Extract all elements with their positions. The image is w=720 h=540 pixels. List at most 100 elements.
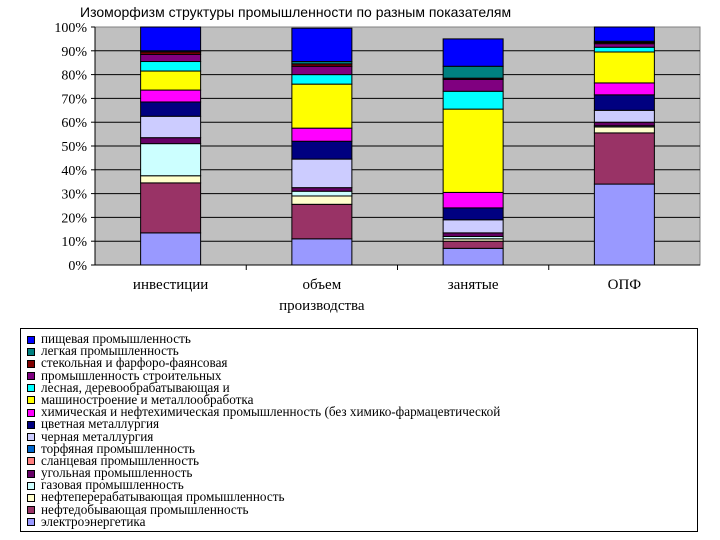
legend-label: лесная, деревообрабатывающая и — [41, 379, 230, 395]
bar-segment — [140, 26, 202, 52]
bar-segment — [140, 182, 202, 234]
legend-label: пищевая промышленность — [41, 331, 191, 346]
legend-item: лесная, деревообрабатывающая и — [27, 379, 500, 395]
bar-segment — [140, 53, 202, 63]
legend-item: промышленность строительных — [27, 368, 500, 382]
legend-swatch — [27, 359, 35, 368]
legend-swatch — [27, 335, 35, 344]
legend-label: черная металлургия — [41, 428, 154, 444]
legend-swatch — [27, 372, 35, 381]
bar-segment — [593, 51, 655, 84]
bar-segment — [442, 191, 504, 209]
bar-segment — [140, 115, 202, 139]
y-tick-label: 40% — [61, 164, 87, 179]
legend-item: электроэнергетика — [27, 513, 500, 529]
y-tick-label: 10% — [61, 235, 87, 250]
legend-label: легкая промышленность — [41, 343, 179, 359]
legend-label: стекольная и фарфоро-фаянсовая — [41, 355, 228, 371]
bar-segment — [140, 89, 202, 103]
y-tick-label: 20% — [61, 211, 87, 226]
bar-segment — [291, 158, 353, 189]
legend-swatch — [27, 384, 35, 393]
y-tick-label: 70% — [61, 92, 87, 107]
legend-label: торфяная промышленность — [41, 440, 195, 456]
legend-swatch — [27, 506, 35, 515]
bar-segment — [291, 195, 353, 205]
legend-label: нефтедобывающая промышленность — [41, 501, 249, 517]
y-tick-label: 90% — [61, 45, 87, 60]
y-tick-label: 60% — [61, 116, 87, 131]
bar-segment — [593, 126, 655, 134]
bar-segment — [593, 109, 655, 123]
bar-segment — [442, 90, 504, 110]
bar-segment — [593, 82, 655, 96]
legend-swatch — [27, 518, 35, 527]
legend-label: сланцевая промышленность — [41, 452, 199, 468]
legend-swatch — [27, 469, 35, 478]
axes — [94, 27, 700, 270]
bar-segment — [140, 232, 202, 266]
legend-label: угольная промышленность — [41, 465, 193, 481]
legend-label: химическая и нефтехимическая промышленно… — [41, 404, 501, 420]
bar-segment — [291, 238, 353, 266]
bar-segment — [442, 247, 504, 266]
bar-segment — [291, 190, 353, 197]
bar-segment — [291, 65, 353, 76]
x-tick-label: объем — [303, 277, 342, 293]
legend-item: нефтедобывающая промышленность — [27, 501, 500, 517]
bar-segment — [593, 121, 655, 127]
bar-segment — [593, 46, 655, 53]
bar-segment — [140, 137, 202, 145]
bar-segment — [442, 240, 504, 249]
bar-segment — [593, 94, 655, 111]
y-tick-label: 0% — [68, 259, 87, 274]
bar-segment — [442, 207, 504, 221]
y-tick-label: 50% — [61, 140, 87, 155]
bar-segment — [442, 219, 504, 234]
bar-segment — [442, 65, 504, 79]
legend-item: легкая промышленность — [27, 343, 500, 359]
legend-label: нефтеперерабатывающая промышленность — [41, 489, 285, 505]
legend-swatch — [27, 408, 35, 417]
bar-segment — [593, 183, 655, 266]
legend-label: газовая промышленность — [41, 477, 184, 493]
chart: 0% 10% 20% 30% 40% 50% 60% 70% 80% 90% 100% инвест… — [54, 21, 701, 314]
bar-segment — [291, 83, 353, 129]
legend-swatch — [27, 481, 35, 490]
legend-item: пищевая промышленность — [27, 331, 500, 346]
bar-segment — [442, 108, 504, 193]
bar-segment — [140, 70, 202, 91]
legend-label: электроэнергетика — [41, 513, 146, 529]
bar-segment — [442, 232, 504, 237]
chart-title: Изоморфизм структуры промышленности по р… — [80, 4, 512, 20]
y-tick-label: 80% — [61, 69, 87, 84]
bar-segment — [291, 127, 353, 142]
bar-segment — [291, 187, 353, 192]
legend-swatch — [27, 396, 35, 405]
legend-item: сланцевая промышленность — [27, 452, 500, 468]
bar-segment — [291, 74, 353, 85]
x-tick-label: инвестиции — [133, 277, 208, 293]
legend-item: угольная промышленность — [27, 465, 500, 481]
legend-item: нефтеперерабатывающая промышленность — [27, 489, 500, 505]
x-tick-labels: инвестиции объем производства занятые ОПФ — [133, 277, 641, 314]
legend-item: газовая промышленность — [27, 477, 500, 493]
legend-item: цветная металлургия — [27, 416, 500, 432]
legend-swatch — [27, 457, 35, 466]
legend-item: торфяная промышленность — [27, 440, 500, 456]
x-tick-label: ОПФ — [608, 277, 642, 293]
legend-swatch — [27, 445, 35, 454]
y-tick-labels: 0% 10% 20% 30% 40% 50% 60% 70% 80% 90% 100% — [54, 21, 87, 274]
bar-segment — [593, 132, 655, 185]
y-tick-label: 100% — [54, 21, 87, 36]
legend-label: цветная металлургия — [41, 416, 160, 432]
legend-list: пищевая промышленность легкая промышленно… — [27, 331, 501, 529]
bar-segment — [140, 175, 202, 184]
bar-segment — [593, 26, 655, 42]
legend-swatch — [27, 493, 35, 502]
legend-label: машиностроение и металлообработка — [41, 391, 254, 407]
bar-segment — [140, 101, 202, 117]
bar-segment — [442, 78, 504, 92]
bar-segment — [442, 38, 504, 67]
legend-item: химическая и нефтехимическая промышленно… — [27, 404, 501, 420]
